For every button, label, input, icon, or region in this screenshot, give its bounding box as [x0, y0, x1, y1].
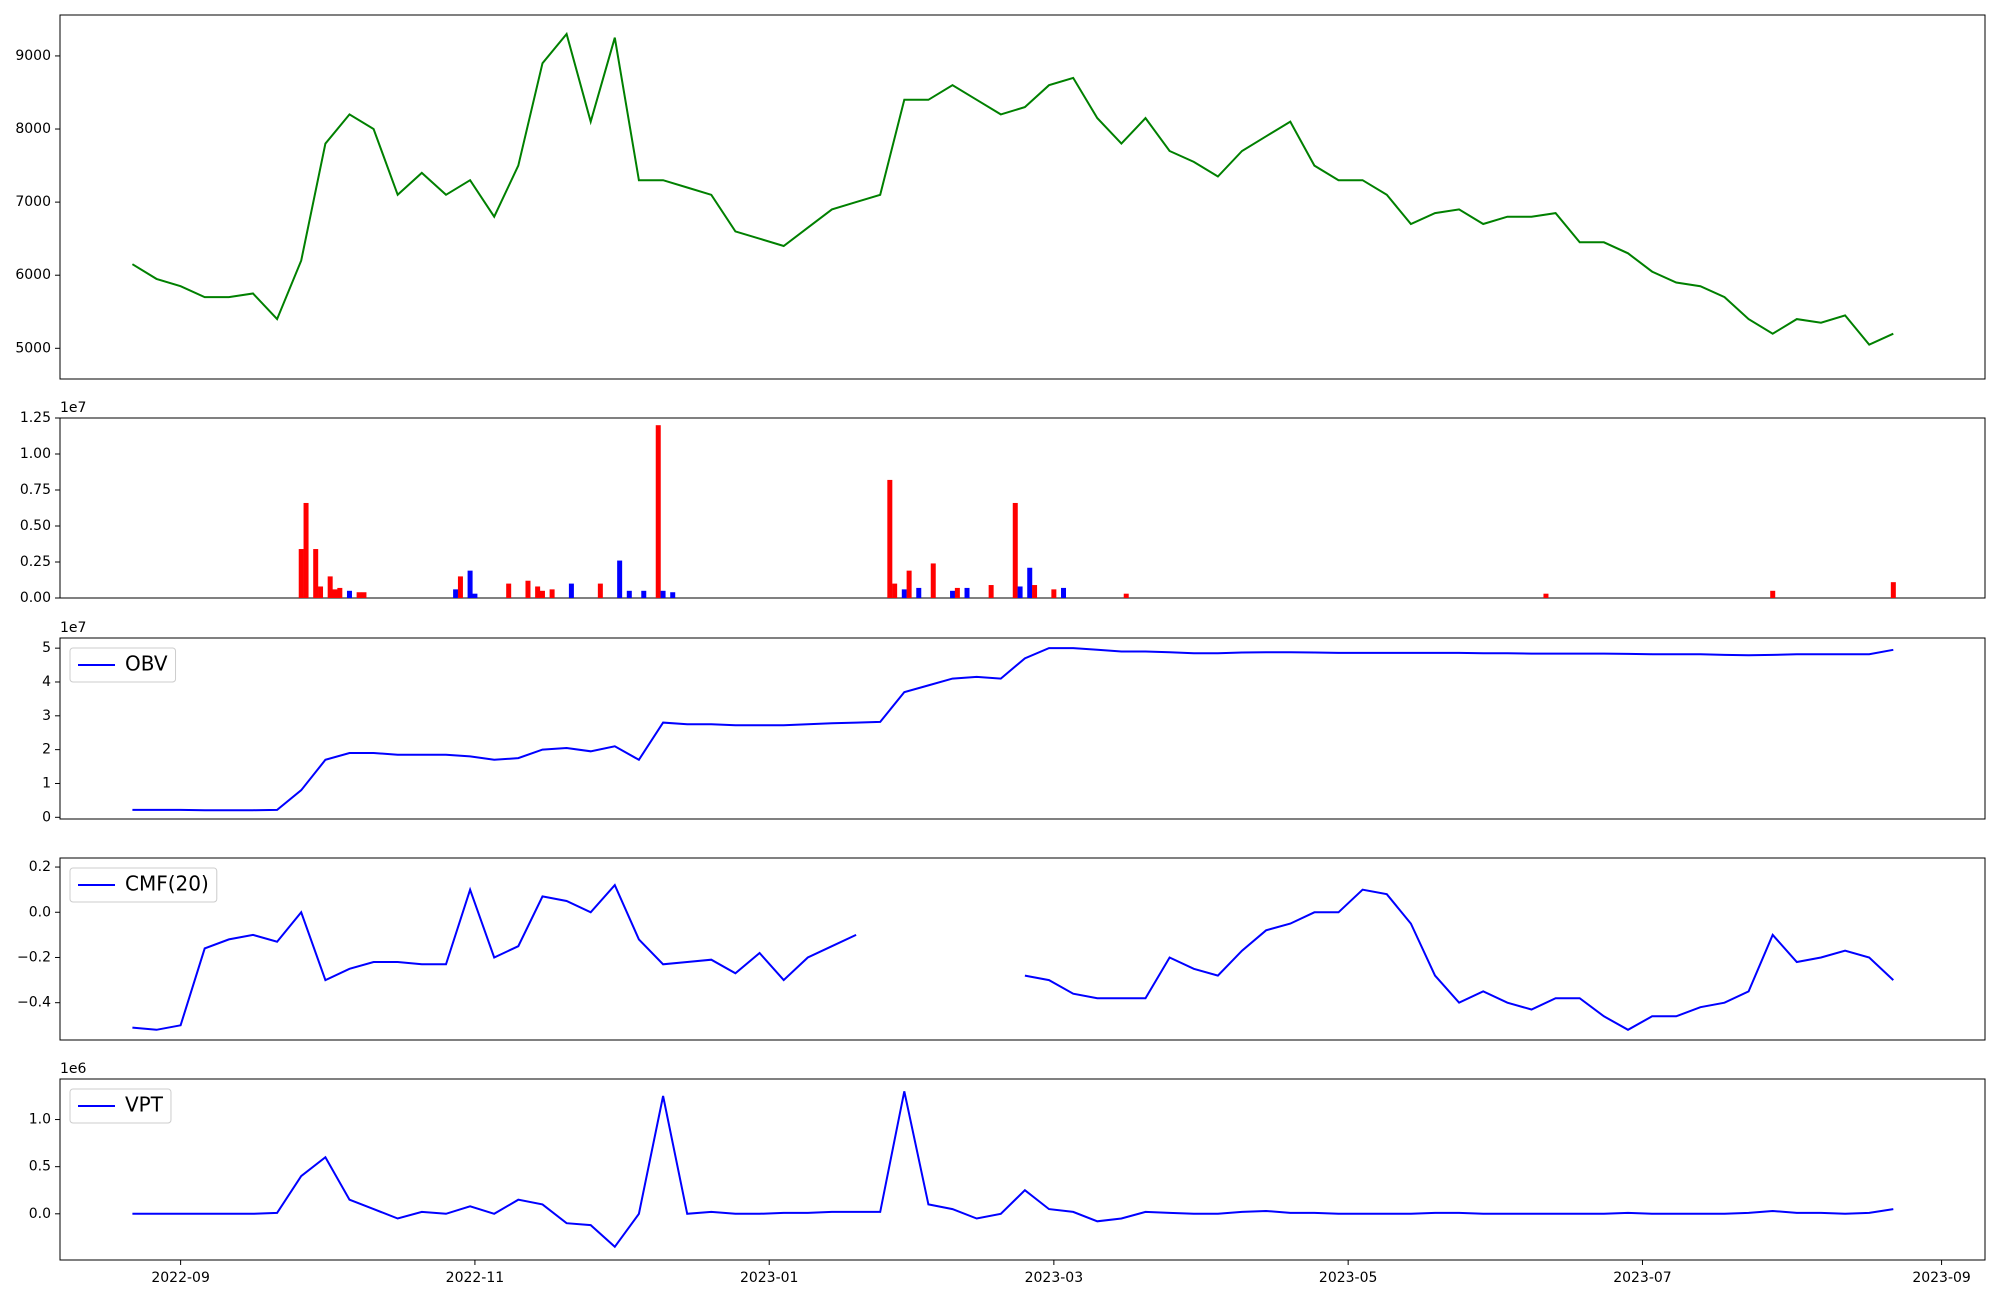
- bar: [1032, 585, 1038, 598]
- bar: [950, 590, 956, 598]
- bar: [346, 590, 352, 598]
- y-tick-label: 1: [42, 775, 51, 791]
- y-tick-label: 0.2: [29, 859, 51, 875]
- plot-frame: [59, 417, 1986, 599]
- bar: [568, 583, 574, 598]
- bar: [626, 590, 632, 598]
- legend-box: [69, 1088, 172, 1124]
- bar: [597, 583, 603, 598]
- bar: [964, 587, 970, 598]
- bar: [506, 583, 512, 598]
- x-tick-label: 2022-09: [151, 1270, 210, 1286]
- y-tick-label: 5: [42, 640, 51, 656]
- bar: [988, 585, 994, 598]
- line: [132, 883, 857, 1031]
- line: [1024, 888, 1894, 1031]
- y-tick-label: 0.5: [29, 1159, 51, 1175]
- offset-label: 1e7: [60, 620, 86, 636]
- y-tick-label: 7000: [15, 194, 51, 210]
- bar: [525, 580, 531, 598]
- legend-box: [69, 647, 177, 683]
- x-tick-label: 2023-09: [1912, 1270, 1971, 1286]
- bar: [535, 586, 541, 598]
- y-tick-label: 0: [42, 809, 51, 825]
- offset-label: 1e6: [60, 1061, 87, 1077]
- y-tick-label: 8000: [15, 121, 51, 137]
- plot-frame: [59, 1078, 1986, 1261]
- y-tick-label: 0.75: [20, 482, 51, 498]
- bar: [1543, 593, 1549, 598]
- bar: [303, 502, 309, 598]
- bar: [472, 593, 478, 598]
- bar: [539, 590, 545, 598]
- bar: [298, 549, 304, 598]
- y-tick-label: 1.00: [20, 446, 51, 462]
- y-tick-label: 6000: [15, 267, 51, 283]
- bar: [916, 587, 922, 598]
- bar: [1051, 589, 1057, 598]
- bar: [670, 592, 676, 598]
- line: [132, 1091, 1894, 1249]
- legend-label: CMF(20): [125, 872, 209, 896]
- y-tick-label: 3: [42, 708, 51, 724]
- bar: [467, 570, 473, 598]
- bar: [453, 589, 459, 598]
- bar: [660, 590, 666, 598]
- y-tick-label: −0.4: [17, 995, 51, 1011]
- bar: [641, 590, 647, 598]
- bar: [1017, 586, 1023, 598]
- x-tick-label: 2022-11: [446, 1270, 505, 1286]
- bar: [1027, 567, 1033, 598]
- x-tick-label: 2023-01: [740, 1270, 799, 1286]
- plot-frame: [59, 857, 1986, 1041]
- bar: [356, 592, 362, 598]
- bar: [906, 570, 912, 598]
- y-tick-label: 0.0: [29, 904, 51, 920]
- bar: [655, 425, 661, 598]
- legend-label: VPT: [125, 1093, 164, 1117]
- bar: [887, 479, 893, 598]
- y-tick-label: 0.50: [20, 518, 51, 534]
- bar: [1890, 582, 1896, 598]
- bar: [892, 583, 898, 598]
- bar: [954, 587, 960, 598]
- bar: [930, 563, 936, 598]
- x-tick-label: 2023-07: [1613, 1270, 1672, 1286]
- bar: [313, 549, 319, 598]
- bar: [1770, 590, 1776, 598]
- plot-frame: [59, 637, 1986, 820]
- y-tick-label: 1.0: [29, 1112, 51, 1128]
- y-tick-label: 0.25: [20, 554, 51, 570]
- y-tick-label: 9000: [15, 48, 51, 64]
- bar: [617, 560, 623, 598]
- bar: [457, 576, 463, 598]
- bar: [337, 587, 343, 598]
- y-tick-label: 5000: [15, 340, 51, 356]
- y-tick-label: 2: [42, 742, 51, 758]
- x-tick-label: 2023-03: [1025, 1270, 1084, 1286]
- bar: [549, 589, 555, 598]
- line: [132, 647, 1894, 812]
- bar: [361, 592, 367, 598]
- bar: [1012, 502, 1018, 598]
- x-tick-label: 2023-05: [1319, 1270, 1378, 1286]
- legend-label: OBV: [125, 652, 168, 676]
- y-tick-label: 4: [42, 674, 51, 690]
- y-tick-label: 0.0: [29, 1206, 51, 1222]
- y-tick-label: 1.25: [20, 410, 51, 426]
- y-tick-label: 0.00: [20, 590, 51, 606]
- legend-box: [69, 867, 218, 903]
- offset-label: 1e7: [60, 400, 86, 416]
- bar: [332, 589, 338, 598]
- y-tick-label: −0.2: [17, 949, 51, 965]
- bar: [1123, 593, 1129, 598]
- line: [131, 31, 1894, 346]
- bar: [901, 589, 907, 598]
- bar: [1061, 587, 1067, 598]
- bar: [327, 576, 333, 598]
- plot-frame: [59, 14, 1986, 380]
- bar: [318, 586, 324, 598]
